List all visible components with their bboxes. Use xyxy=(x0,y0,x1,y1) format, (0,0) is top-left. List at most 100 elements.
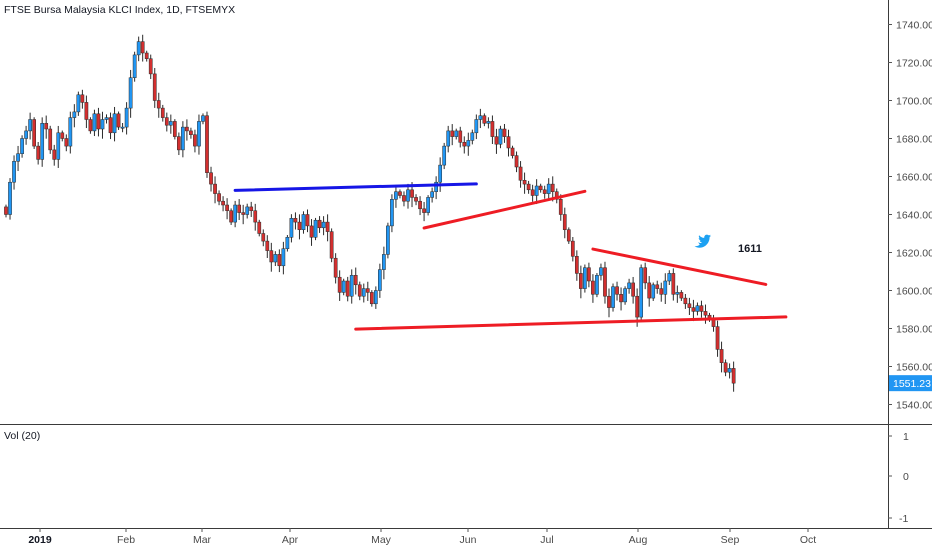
price-tick-label: 1580.00 xyxy=(896,323,932,335)
candle-up xyxy=(181,126,185,151)
candle-up xyxy=(40,123,45,160)
candle-down xyxy=(719,349,724,363)
candle-up xyxy=(289,218,294,238)
candle-up xyxy=(627,282,631,289)
candle-down xyxy=(554,191,559,200)
candle-up xyxy=(442,145,447,166)
candle-down xyxy=(177,136,181,151)
candle-up xyxy=(112,113,117,134)
candle-down xyxy=(414,197,418,202)
candle-up xyxy=(639,267,644,318)
candle-down xyxy=(293,218,298,223)
candle-down xyxy=(402,195,406,202)
candle-down xyxy=(607,295,611,308)
candle-down xyxy=(116,113,121,128)
price-tick-label: 1700.00 xyxy=(896,95,932,107)
candle-down xyxy=(562,214,567,230)
candle-down xyxy=(369,292,374,305)
candle-down xyxy=(410,189,414,198)
candle-down xyxy=(333,257,338,278)
candle-down xyxy=(482,115,487,124)
time-tick-label: Jul xyxy=(540,534,553,546)
candle-up xyxy=(56,132,61,160)
candle-up xyxy=(16,153,20,162)
red-rising-line[interactable] xyxy=(422,189,587,230)
candle-up xyxy=(100,119,105,130)
candle-down xyxy=(357,284,362,297)
price-tick-label: 1680.00 xyxy=(896,133,932,145)
time-tick-label: Aug xyxy=(629,534,648,546)
candle-down xyxy=(703,311,708,316)
candle-down xyxy=(309,225,314,238)
candle-down xyxy=(647,282,652,299)
candle-up xyxy=(546,183,551,194)
candle-up xyxy=(313,219,318,238)
candle-down xyxy=(229,210,233,223)
candle-up xyxy=(136,41,141,56)
candle-up xyxy=(667,273,672,282)
candle-up xyxy=(285,237,290,249)
candle-down xyxy=(522,180,527,185)
candle-up xyxy=(426,197,430,213)
candle-down xyxy=(659,288,664,295)
candle-down xyxy=(52,149,57,160)
time-tick-label: Feb xyxy=(117,534,135,546)
candle-down xyxy=(88,119,93,132)
candle-down xyxy=(32,119,36,147)
blue-resistance-line[interactable] xyxy=(233,182,478,192)
candle-down xyxy=(221,200,225,206)
time-tick-label: Jun xyxy=(460,534,477,546)
last-price-tag xyxy=(889,375,932,392)
candle-down xyxy=(558,199,563,215)
candle-up xyxy=(233,204,237,223)
candle-down xyxy=(4,206,8,215)
candle-up xyxy=(72,111,77,118)
candle-down xyxy=(205,115,209,173)
candle-up xyxy=(76,94,81,113)
candle-down xyxy=(542,189,547,194)
candle-down xyxy=(193,134,197,147)
candle-up xyxy=(695,305,700,312)
candle-down xyxy=(64,138,69,147)
candle-down xyxy=(715,326,720,350)
candle-down xyxy=(566,229,571,242)
candle-down xyxy=(679,292,684,299)
candle-up xyxy=(281,248,286,267)
candle-up xyxy=(599,267,603,276)
candle-up xyxy=(390,199,394,227)
candle-down xyxy=(683,297,688,305)
candle-up xyxy=(386,225,390,255)
candle-up xyxy=(349,275,354,297)
candle-down xyxy=(603,267,607,297)
candle-down xyxy=(570,240,575,257)
candle-down xyxy=(462,142,467,147)
annotation-1611: 1611 xyxy=(738,243,762,255)
candle-down xyxy=(60,132,65,139)
candle-down xyxy=(550,183,555,192)
candle-down xyxy=(619,294,623,303)
candle-up xyxy=(486,121,491,124)
candle-down xyxy=(574,256,579,274)
candle-up xyxy=(498,128,503,145)
candle-down xyxy=(257,221,262,234)
price-tick-label: 1640.00 xyxy=(896,209,932,221)
candle-up xyxy=(623,288,627,303)
price-tick-label: 1660.00 xyxy=(896,171,932,183)
candle-down xyxy=(185,126,189,132)
candle-down xyxy=(518,166,523,181)
candle-up xyxy=(478,115,483,120)
candle-up xyxy=(663,280,668,295)
candle-down xyxy=(691,307,696,312)
red-falling-line[interactable] xyxy=(591,247,768,286)
candle-up xyxy=(394,191,398,200)
candle-down xyxy=(164,117,169,126)
candle-down xyxy=(365,288,370,293)
red-support-line[interactable] xyxy=(354,315,788,331)
candle-up xyxy=(12,161,16,183)
candle-down xyxy=(723,362,728,373)
candle-up xyxy=(382,254,386,270)
candle-up xyxy=(534,185,539,196)
candle-down xyxy=(526,183,531,191)
price-tick-label: 1560.00 xyxy=(896,361,932,373)
